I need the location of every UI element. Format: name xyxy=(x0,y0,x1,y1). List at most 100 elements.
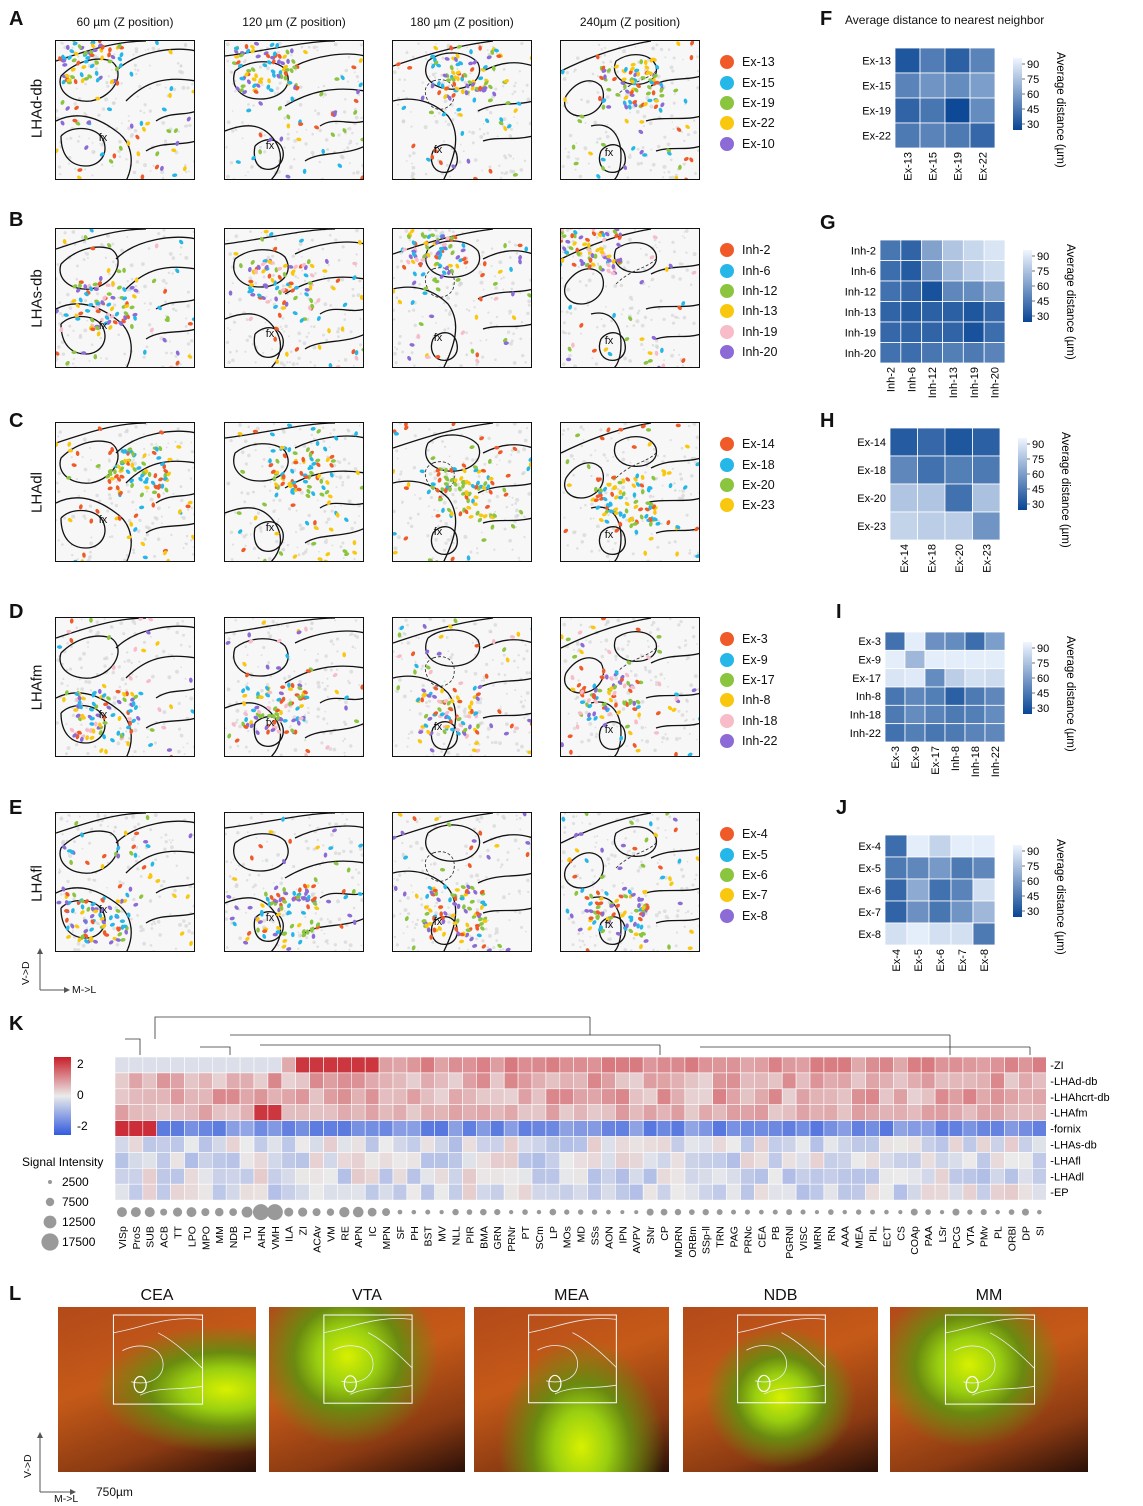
tissue-texture xyxy=(579,945,582,949)
tissue-texture xyxy=(258,526,263,530)
cell-dot xyxy=(503,243,507,249)
cell-dot xyxy=(250,708,257,713)
tissue-texture xyxy=(465,353,469,357)
tissue-texture xyxy=(682,58,684,61)
tissue-texture xyxy=(607,165,611,169)
tissue-texture xyxy=(71,514,76,519)
tissue-texture xyxy=(413,364,416,367)
cell-dot xyxy=(347,913,353,918)
region-outline xyxy=(115,430,194,454)
cell-dot xyxy=(138,691,144,696)
cell-dot xyxy=(258,844,263,849)
cell-dot xyxy=(110,738,115,743)
tissue-texture xyxy=(154,858,158,862)
tissue-texture xyxy=(138,518,142,523)
region-outline xyxy=(125,78,194,102)
tissue-texture xyxy=(605,554,610,558)
cell-dot xyxy=(407,65,413,70)
cell-dot xyxy=(316,462,321,467)
tissue-texture xyxy=(95,620,100,624)
tissue-texture xyxy=(646,559,651,561)
tissue-texture xyxy=(498,260,503,265)
tissue-texture xyxy=(176,61,180,65)
tissue-texture xyxy=(516,748,520,752)
tissue-texture xyxy=(611,526,616,531)
region-outline xyxy=(590,124,622,179)
cell-dot xyxy=(123,315,128,321)
cell-dot xyxy=(133,705,138,711)
cell-dot xyxy=(460,330,466,335)
tissue-texture xyxy=(354,647,357,650)
tissue-texture xyxy=(337,258,341,262)
cell-dot xyxy=(83,235,88,241)
cell-dot xyxy=(64,690,69,696)
cell-dot xyxy=(321,148,326,155)
cell-dot xyxy=(630,685,636,690)
tissue-texture xyxy=(605,456,607,459)
tissue-texture xyxy=(441,56,445,60)
cell-dot xyxy=(99,152,105,157)
tissue-texture xyxy=(516,666,520,669)
tissue-texture xyxy=(450,653,454,657)
tissue-texture xyxy=(362,286,363,289)
cell-dot xyxy=(289,923,295,929)
region-outline xyxy=(598,721,626,750)
tissue-texture xyxy=(123,558,128,561)
tissue-texture xyxy=(264,858,269,863)
tissue-texture xyxy=(325,520,329,524)
tissue-texture xyxy=(59,172,62,176)
cell-dot xyxy=(74,692,80,697)
fornix-label: fx xyxy=(266,328,275,340)
tissue-texture xyxy=(271,348,273,350)
cell-dot xyxy=(599,250,605,255)
cell-dot xyxy=(234,905,239,910)
tissue-texture xyxy=(82,240,87,244)
cell-dot xyxy=(618,511,623,517)
cell-dot xyxy=(328,527,334,532)
cell-dot xyxy=(473,889,478,895)
tissue-texture xyxy=(525,427,529,430)
tissue-texture xyxy=(409,709,411,711)
tissue-texture xyxy=(465,331,468,335)
tissue-texture xyxy=(316,707,321,711)
tissue-texture xyxy=(474,835,477,838)
tissue-texture xyxy=(658,560,662,561)
cell-dot xyxy=(640,424,646,429)
tissue-texture xyxy=(649,631,652,634)
cell-dot xyxy=(445,236,450,241)
tissue-texture xyxy=(227,327,229,329)
tissue-texture xyxy=(431,72,436,77)
cell-dot xyxy=(608,686,614,691)
cell-dot xyxy=(691,270,697,275)
tissue-texture xyxy=(576,547,579,550)
tissue-texture xyxy=(112,260,115,264)
tissue-texture xyxy=(469,874,474,879)
tissue-texture xyxy=(326,148,330,152)
cell-dot xyxy=(411,945,416,951)
cell-dot xyxy=(261,620,267,625)
cell-dot xyxy=(592,693,596,699)
tissue-texture xyxy=(424,172,428,176)
cell-dot xyxy=(242,90,248,95)
tissue-texture xyxy=(514,688,517,692)
cell-dot xyxy=(98,722,102,728)
tissue-texture xyxy=(478,854,482,859)
region-outline xyxy=(645,692,699,699)
tissue-texture xyxy=(684,229,689,233)
cell-dot xyxy=(258,149,262,155)
cell-dot xyxy=(475,692,481,697)
cell-dot xyxy=(293,460,299,465)
tissue-texture xyxy=(595,841,598,844)
cell-dot xyxy=(129,728,134,734)
tissue-texture xyxy=(57,345,61,349)
tissue-texture xyxy=(432,753,435,756)
tissue-texture xyxy=(188,922,191,925)
tissue-texture xyxy=(591,72,595,76)
cell-dot xyxy=(255,730,260,735)
tissue-texture xyxy=(608,559,611,561)
dashed-region-outline xyxy=(424,267,455,298)
cell-dot xyxy=(412,280,417,286)
tissue-texture xyxy=(508,495,511,498)
tissue-texture xyxy=(167,951,169,952)
cell-dot xyxy=(151,490,158,495)
